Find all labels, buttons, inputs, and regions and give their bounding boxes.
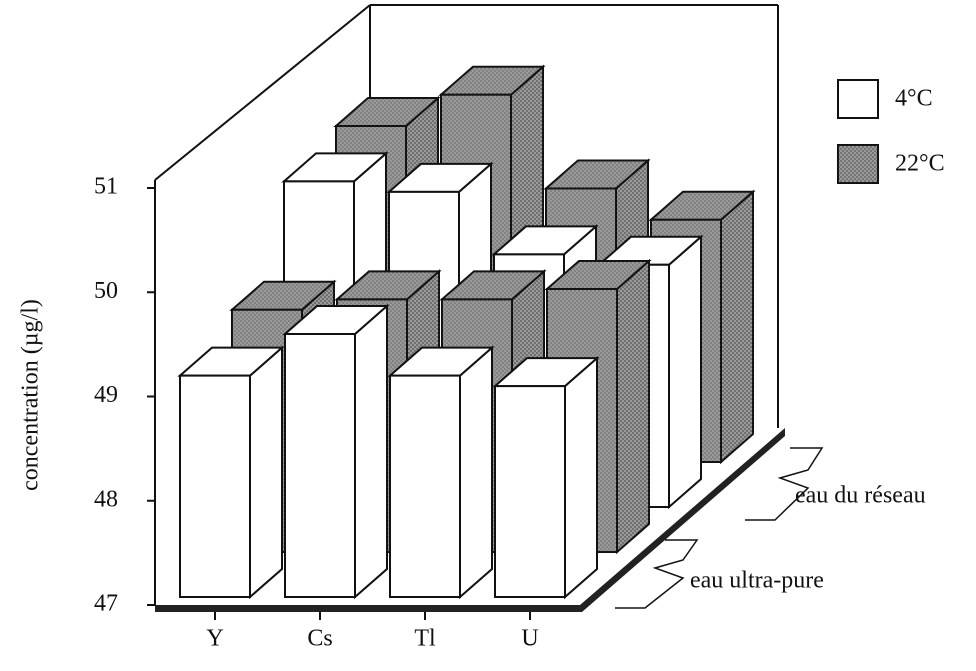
- bar-texture: [336, 97, 438, 126]
- depth-label: eau ultra-pure: [690, 568, 824, 594]
- x-tick-label: Y: [206, 626, 223, 652]
- legend-texture: [838, 145, 878, 183]
- x-tick-label: Cs: [307, 626, 332, 652]
- y-axis-label: concentration (µg/l): [18, 299, 44, 491]
- bar: [177, 345, 285, 600]
- bar-texture: [547, 260, 649, 289]
- y-tick-label: 50: [94, 278, 118, 304]
- y-tick-label: 51: [94, 174, 118, 200]
- bar-texture: [337, 271, 439, 300]
- bar: [387, 345, 495, 600]
- x-tick-label: Tl: [414, 626, 436, 652]
- x-tick-label: U: [521, 626, 538, 652]
- bar-texture: [232, 281, 334, 310]
- legend-label: 4°C: [895, 86, 933, 112]
- y-tick-label: 48: [94, 486, 118, 512]
- bar-texture: [651, 191, 753, 220]
- bar-face: [179, 374, 251, 598]
- bar-texture: [721, 191, 753, 463]
- braces: [615, 447, 824, 609]
- y-tick-label: 47: [94, 591, 118, 617]
- bar-texture: [441, 66, 543, 95]
- bar-face: [249, 345, 283, 600]
- bar-face: [494, 385, 566, 598]
- y-tick-label: 49: [94, 382, 118, 408]
- bar: [282, 303, 390, 600]
- bar-texture: [617, 260, 649, 552]
- bars: [177, 64, 756, 600]
- legend-swatch: [837, 79, 879, 119]
- bar-face: [564, 355, 598, 600]
- legend-label: 22°C: [895, 151, 945, 177]
- bar-texture: [546, 160, 648, 189]
- depth-label: eau du réseau: [795, 483, 926, 509]
- bar-face: [354, 303, 388, 600]
- bar-face: [459, 345, 493, 600]
- bar-texture: [442, 271, 544, 300]
- bar: [492, 355, 600, 600]
- bar-face: [668, 234, 702, 510]
- bar-face: [284, 332, 356, 598]
- bar-face: [389, 374, 461, 598]
